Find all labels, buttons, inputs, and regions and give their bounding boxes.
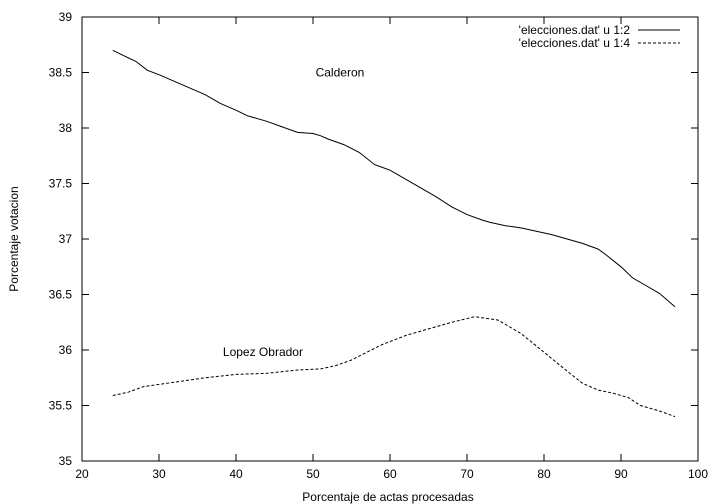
y-tick-label: 39 (59, 10, 73, 24)
legend-label-2: 'elecciones.dat' u 1:4 (519, 36, 631, 50)
legend-label-1: 'elecciones.dat' u 1:2 (519, 23, 631, 37)
series-line-2 (112, 316, 676, 418)
x-tick-label: 20 (75, 467, 89, 481)
x-tick-label: 30 (152, 467, 166, 481)
x-tick-label: 80 (537, 467, 551, 481)
y-tick-label: 36 (59, 343, 73, 357)
y-tick-label: 36.5 (49, 288, 73, 302)
y-tick-label: 38 (59, 121, 73, 135)
x-tick-label: 70 (460, 467, 474, 481)
x-tick-label: 100 (688, 467, 708, 481)
x-tick-label: 40 (229, 467, 243, 481)
y-tick-label: 35.5 (49, 399, 73, 413)
annotation-1: Calderon (316, 66, 365, 80)
x-axis-label: Porcentaje de actas procesadas (302, 490, 473, 504)
plot-frame (81, 16, 699, 462)
x-tick-label: 90 (614, 467, 628, 481)
annotation-layer: Calderon Lopez Obrador (223, 66, 364, 360)
y-tick-label: 35 (59, 454, 73, 468)
axis-ticks: 20 30 40 50 60 70 80 90 100 35 35.5 36 36.5 37 37.5 38 3… (49, 10, 709, 481)
y-axis-label: Porcentaje votacion (7, 186, 21, 291)
series-line-1 (112, 49, 676, 308)
series-layer (112, 49, 676, 418)
legend: 'elecciones.dat' u 1:2'elecciones.dat' u… (519, 23, 680, 50)
annotation-2: Lopez Obrador (223, 345, 303, 359)
y-tick-label: 37.5 (49, 177, 73, 191)
y-tick-label: 38.5 (49, 66, 73, 80)
y-tick-label: 37 (59, 232, 73, 246)
x-tick-label: 60 (383, 467, 397, 481)
x-tick-label: 50 (306, 467, 320, 481)
